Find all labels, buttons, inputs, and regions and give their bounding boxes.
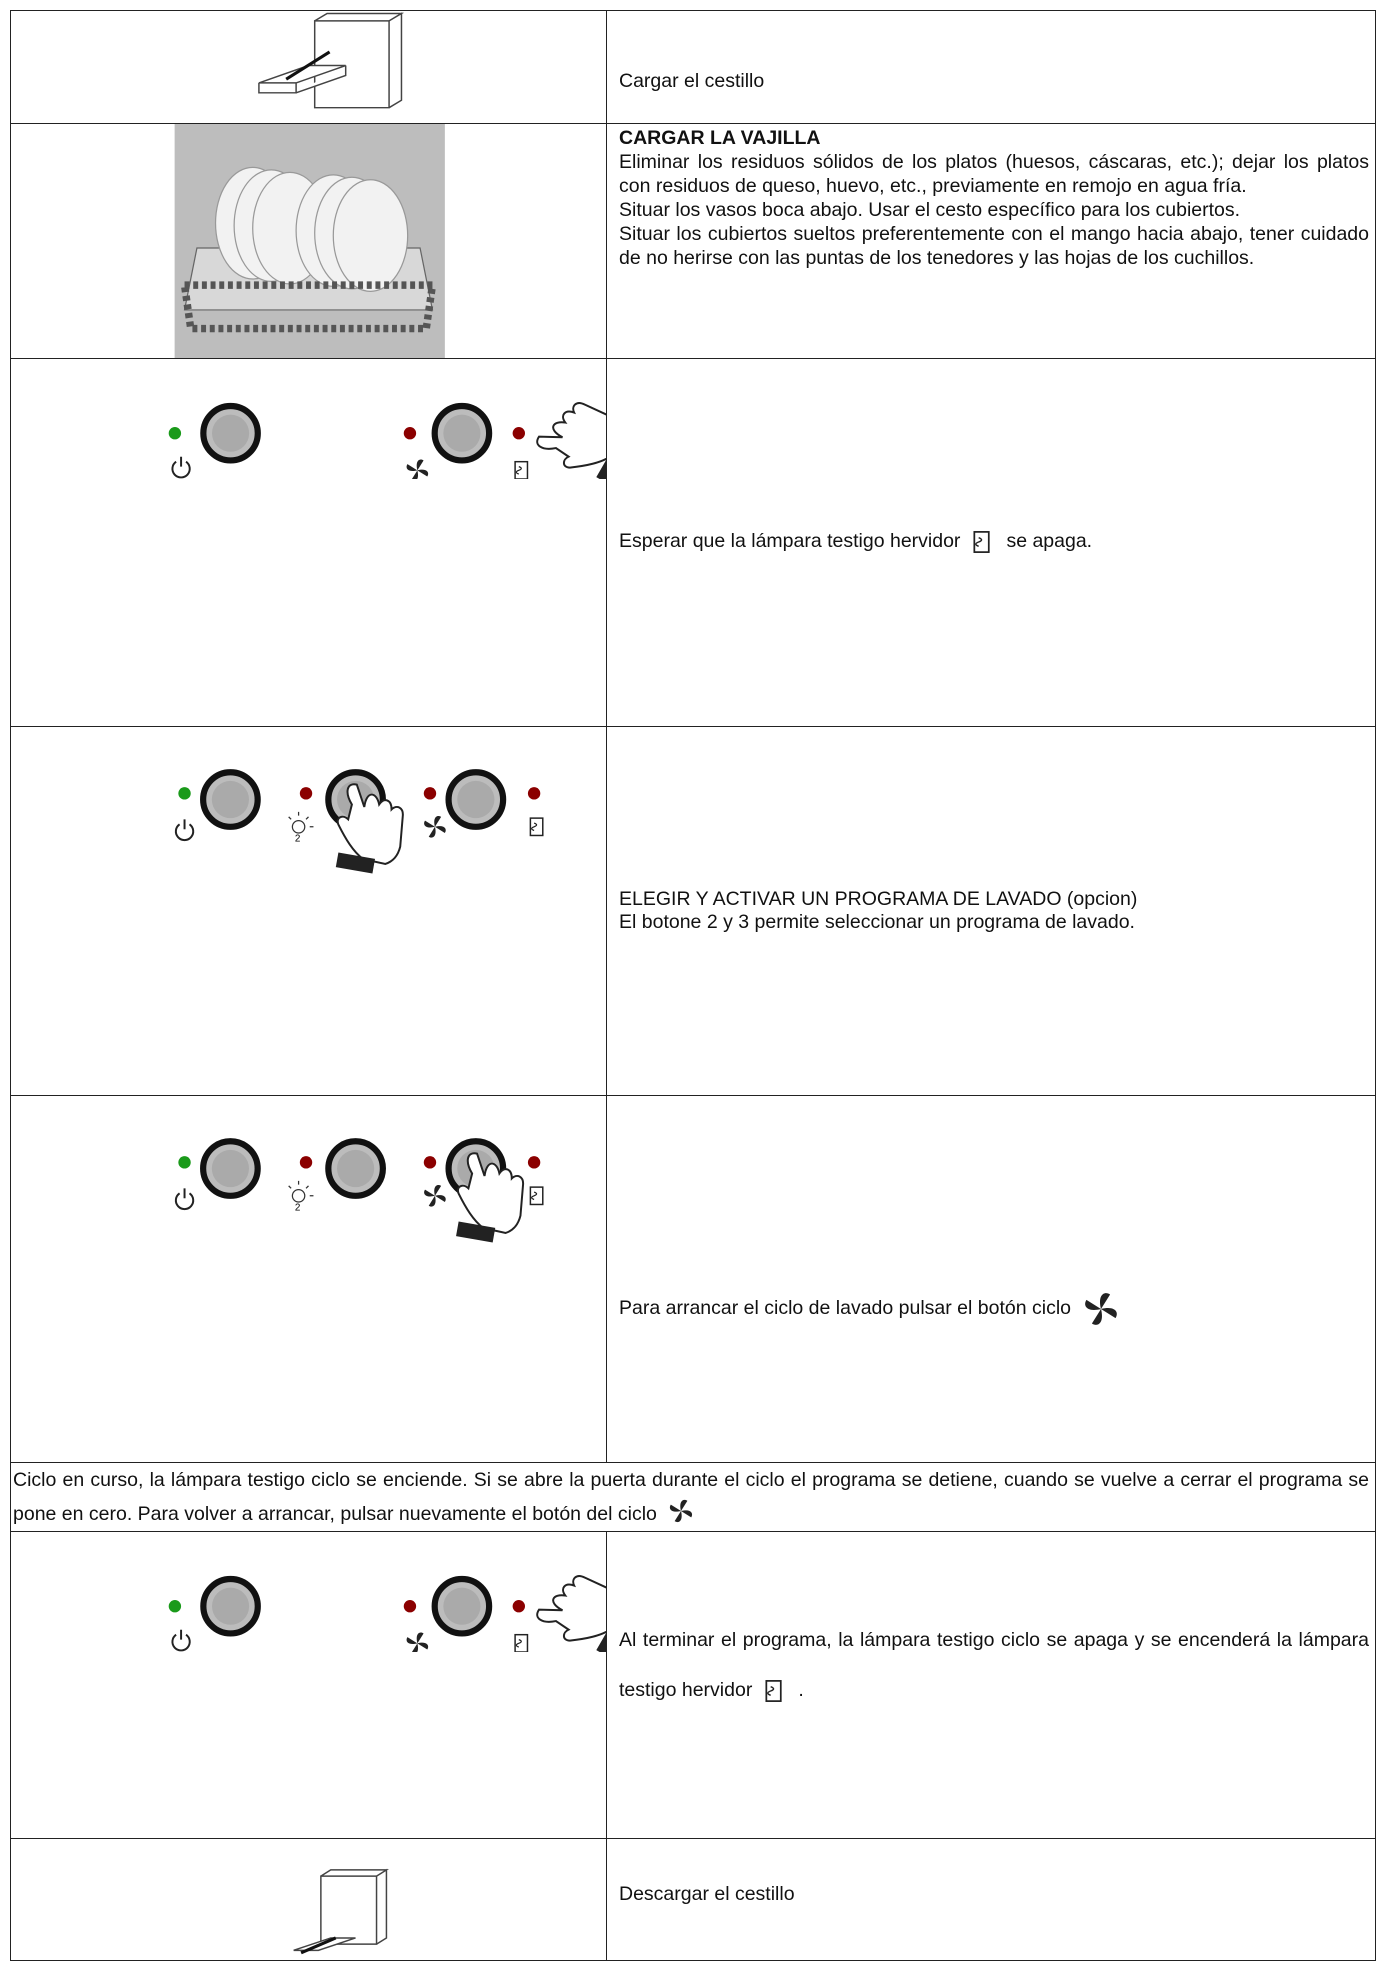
step-text: Para arrancar el ciclo de lavado pulsar … (619, 1297, 1071, 1319)
control-panel (168, 392, 606, 479)
step-text: El botone 2 y 3 permite seleccionar un p… (619, 910, 1135, 933)
row: Ciclo en curso, la lámpara testigo ciclo… (10, 1461, 1376, 1532)
step-text: . (798, 1678, 804, 1701)
dishes-photo (174, 123, 445, 358)
heading: CARGAR LA VAJILLA (619, 126, 821, 149)
row: Descargar el cestillo (10, 1837, 1376, 1961)
fan-icon (1085, 1292, 1117, 1325)
step-text: se apaga. (1006, 530, 1093, 553)
row: Al terminar el programa, la lámpara test… (10, 1530, 1376, 1839)
row: ELEGIR Y ACTIVAR UN PROGRAMA DE LAVADO (… (10, 725, 1376, 1096)
step-text: Cargar el cestillo (619, 70, 765, 93)
row: Esperar que la lámpara testigo hervidor s… (10, 357, 1376, 727)
boiler-icon (973, 531, 991, 554)
fan-icon (669, 1499, 692, 1522)
load-basket-illustration (258, 12, 405, 109)
row: Para arrancar el ciclo de lavado pulsar … (10, 1094, 1376, 1463)
paragraph: Situar los vasos boca abajo. Usar el ces… (619, 198, 1241, 221)
row: CARGAR LA VAJILLA Eliminar los residuos s… (10, 122, 1376, 359)
paragraph: Situar los cubiertos sueltos preferentem… (619, 222, 1369, 269)
step-text: ELEGIR Y ACTIVAR UN PROGRAMA DE LAVADO (… (619, 887, 1138, 910)
instruction-table: Cargar el cestillo CARGAR LA VAJILLA Elim… (10, 10, 1376, 1961)
paragraph: Eliminar los residuos sólidos de los pla… (619, 150, 1369, 197)
control-panel (174, 727, 544, 875)
unload-basket-illustration (293, 1868, 390, 1955)
control-panel (168, 1565, 606, 1652)
step-text: Descargar el cestillo (619, 1882, 795, 1905)
control-panel (174, 1096, 544, 1244)
note-text: Ciclo en curso, la lámpara testigo ciclo… (13, 1468, 1369, 1525)
boiler-icon (765, 1679, 782, 1702)
step-text: Al terminar el programa, la lámpara test… (619, 1628, 1369, 1701)
step-text: Esperar que la lámpara testigo hervidor (619, 530, 961, 553)
row: Cargar el cestillo (10, 10, 1376, 124)
